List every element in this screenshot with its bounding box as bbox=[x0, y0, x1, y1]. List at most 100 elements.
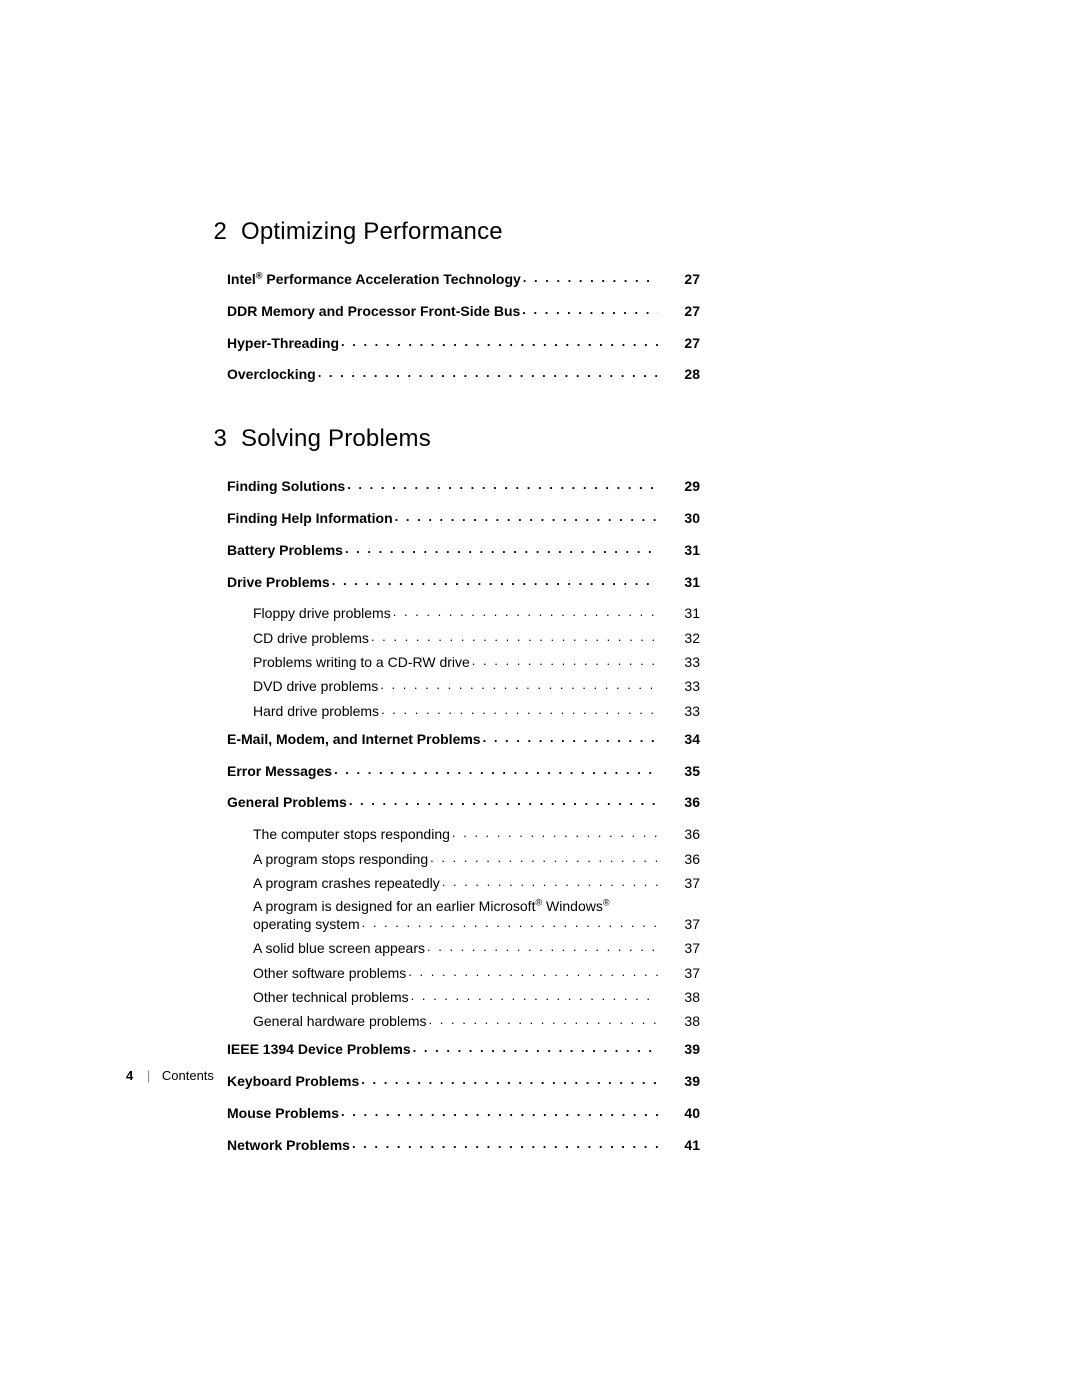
toc-entry-label: E-Mail, Modem, and Internet Problems bbox=[227, 731, 481, 748]
toc-subentry[interactable]: A program crashes repeatedly37 bbox=[253, 874, 700, 892]
dot-leader bbox=[341, 1104, 658, 1118]
toc-entry[interactable]: E-Mail, Modem, and Internet Problems34 bbox=[227, 730, 700, 748]
toc-entry-label: Keyboard Problems bbox=[227, 1073, 359, 1090]
toc-subentry[interactable]: CD drive problems32 bbox=[253, 629, 700, 647]
toc-entry[interactable]: General Problems 36 bbox=[227, 793, 700, 811]
toc-entry[interactable]: Battery Problems31 bbox=[227, 541, 700, 559]
footer-page-number: 4 bbox=[126, 1068, 133, 1083]
toc-entry-page: 36 bbox=[660, 851, 700, 868]
toc-entry-label: The computer stops responding bbox=[253, 826, 450, 843]
toc-entry-page: 37 bbox=[660, 916, 700, 933]
chapter-title: Optimizing Performance bbox=[241, 218, 503, 246]
toc-entry-label: Other technical problems bbox=[253, 989, 409, 1006]
toc-entry-page: 33 bbox=[660, 678, 700, 695]
toc-entry[interactable]: Overclocking28 bbox=[227, 365, 700, 383]
toc-entry-label: Network Problems bbox=[227, 1137, 350, 1154]
toc-entry-label: Other software problems bbox=[253, 965, 406, 982]
toc-entry-page: 39 bbox=[660, 1041, 700, 1058]
chapter-header: 3 Solving Problems bbox=[189, 425, 700, 453]
toc-entry-page: 33 bbox=[660, 654, 700, 671]
dot-leader bbox=[361, 1072, 658, 1086]
toc-entry[interactable]: Keyboard Problems 39 bbox=[227, 1072, 700, 1090]
toc-subentry[interactable]: Hard drive problems33 bbox=[253, 702, 700, 720]
toc-entry[interactable]: Network Problems 41 bbox=[227, 1136, 700, 1154]
dot-leader bbox=[442, 874, 658, 888]
toc-entry-page: 37 bbox=[660, 965, 700, 982]
dot-leader bbox=[318, 365, 658, 379]
toc-entry-page: 29 bbox=[660, 478, 700, 495]
toc-entry-page: 27 bbox=[660, 303, 700, 320]
toc-entry[interactable]: Drive Problems 31 bbox=[227, 573, 700, 591]
toc-entry[interactable]: Hyper-Threading 27 bbox=[227, 334, 700, 352]
toc-entry-label: Hard drive problems bbox=[253, 703, 379, 720]
toc-entry-label: Hyper-Threading bbox=[227, 335, 339, 352]
chapter-number: 2 bbox=[189, 218, 227, 246]
toc-entry[interactable]: DDR Memory and Processor Front-Side Bus 2… bbox=[227, 302, 700, 320]
toc-entry-page: 31 bbox=[660, 605, 700, 622]
toc-entry-label: General Problems bbox=[227, 794, 347, 811]
entries: Intel® Performance Acceleration Technolo… bbox=[227, 270, 700, 383]
toc-entry-label: Problems writing to a CD-RW drive bbox=[253, 654, 470, 671]
dot-leader bbox=[411, 988, 658, 1002]
toc-entry[interactable]: Intel® Performance Acceleration Technolo… bbox=[227, 270, 700, 288]
toc-subentry[interactable]: Problems writing to a CD-RW drive 33 bbox=[253, 653, 700, 671]
dot-leader bbox=[362, 915, 658, 929]
toc-entry[interactable]: IEEE 1394 Device Problems 39 bbox=[227, 1040, 700, 1058]
toc-entry-label: Floppy drive problems bbox=[253, 605, 391, 622]
entries: Finding Solutions 29 Finding Help Informat… bbox=[227, 477, 700, 1153]
toc-entry-label: A program stops responding bbox=[253, 851, 428, 868]
toc-entry-label: Finding Solutions bbox=[227, 478, 345, 495]
toc-entry-label: DDR Memory and Processor Front-Side Bus bbox=[227, 303, 520, 320]
toc-entry[interactable]: Finding Help Information 30 bbox=[227, 509, 700, 527]
dot-leader bbox=[347, 477, 658, 491]
toc-entry-label: IEEE 1394 Device Problems bbox=[227, 1041, 411, 1058]
toc-entry-page: 40 bbox=[660, 1105, 700, 1122]
dot-leader bbox=[483, 730, 658, 744]
toc-subentry[interactable]: Floppy drive problems 31 bbox=[253, 604, 700, 622]
toc-entry-page: 31 bbox=[660, 574, 700, 591]
toc-entry-label: Overclocking bbox=[227, 366, 316, 383]
chapter-title: Solving Problems bbox=[241, 425, 431, 453]
dot-leader bbox=[393, 604, 658, 618]
dot-leader bbox=[522, 302, 658, 316]
dot-leader bbox=[429, 1012, 658, 1026]
toc-subentry[interactable]: Other software problems 37 bbox=[253, 964, 700, 982]
toc-entry-page: 38 bbox=[660, 1013, 700, 1030]
dot-leader bbox=[395, 509, 658, 523]
toc-subentry[interactable]: General hardware problems38 bbox=[253, 1012, 700, 1030]
toc-entry-label: Intel® Performance Acceleration Technolo… bbox=[227, 271, 521, 288]
toc-subentry[interactable]: A program stops responding 36 bbox=[253, 850, 700, 868]
contents-page: 2 Optimizing Performance Intel® Performanc… bbox=[0, 0, 1080, 1397]
toc-entry-label: Finding Help Information bbox=[227, 510, 393, 527]
dot-leader bbox=[334, 762, 658, 776]
footer-divider: | bbox=[147, 1068, 150, 1083]
toc-entry[interactable]: Mouse Problems 40 bbox=[227, 1104, 700, 1122]
toc-subentry[interactable]: A program is designed for an earlier Mic… bbox=[253, 898, 700, 933]
dot-leader bbox=[408, 964, 658, 978]
toc-subentry[interactable]: DVD drive problems33 bbox=[253, 677, 700, 695]
toc-entry-page: 36 bbox=[660, 794, 700, 811]
dot-leader bbox=[332, 573, 658, 587]
toc-entry-page: 27 bbox=[660, 335, 700, 352]
toc-entry-page: 39 bbox=[660, 1073, 700, 1090]
dot-leader bbox=[472, 653, 658, 667]
dot-leader bbox=[413, 1040, 658, 1054]
dot-leader bbox=[352, 1136, 658, 1150]
toc-subentry[interactable]: Other technical problems38 bbox=[253, 988, 700, 1006]
toc-entry-page: 30 bbox=[660, 510, 700, 527]
toc-entry-label: Error Messages bbox=[227, 763, 332, 780]
toc-entry-label-tail: operating system bbox=[253, 916, 360, 933]
toc-entry-wrap: A program is designed for an earlier Mic… bbox=[253, 898, 700, 933]
toc-entry-page: 41 bbox=[660, 1137, 700, 1154]
toc-subentry[interactable]: A solid blue screen appears37 bbox=[253, 939, 700, 957]
toc-entry-page: 36 bbox=[660, 826, 700, 843]
chapter-number: 3 bbox=[189, 425, 227, 453]
chapter-header: 2 Optimizing Performance bbox=[189, 218, 700, 246]
toc-entry[interactable]: Finding Solutions 29 bbox=[227, 477, 700, 495]
toc-entry-label: Mouse Problems bbox=[227, 1105, 339, 1122]
toc-entry-label: Drive Problems bbox=[227, 574, 330, 591]
toc-entry-page: 32 bbox=[660, 630, 700, 647]
toc-entry[interactable]: Error Messages 35 bbox=[227, 762, 700, 780]
toc-subentry[interactable]: The computer stops responding 36 bbox=[253, 825, 700, 843]
toc-entry-page: 35 bbox=[660, 763, 700, 780]
